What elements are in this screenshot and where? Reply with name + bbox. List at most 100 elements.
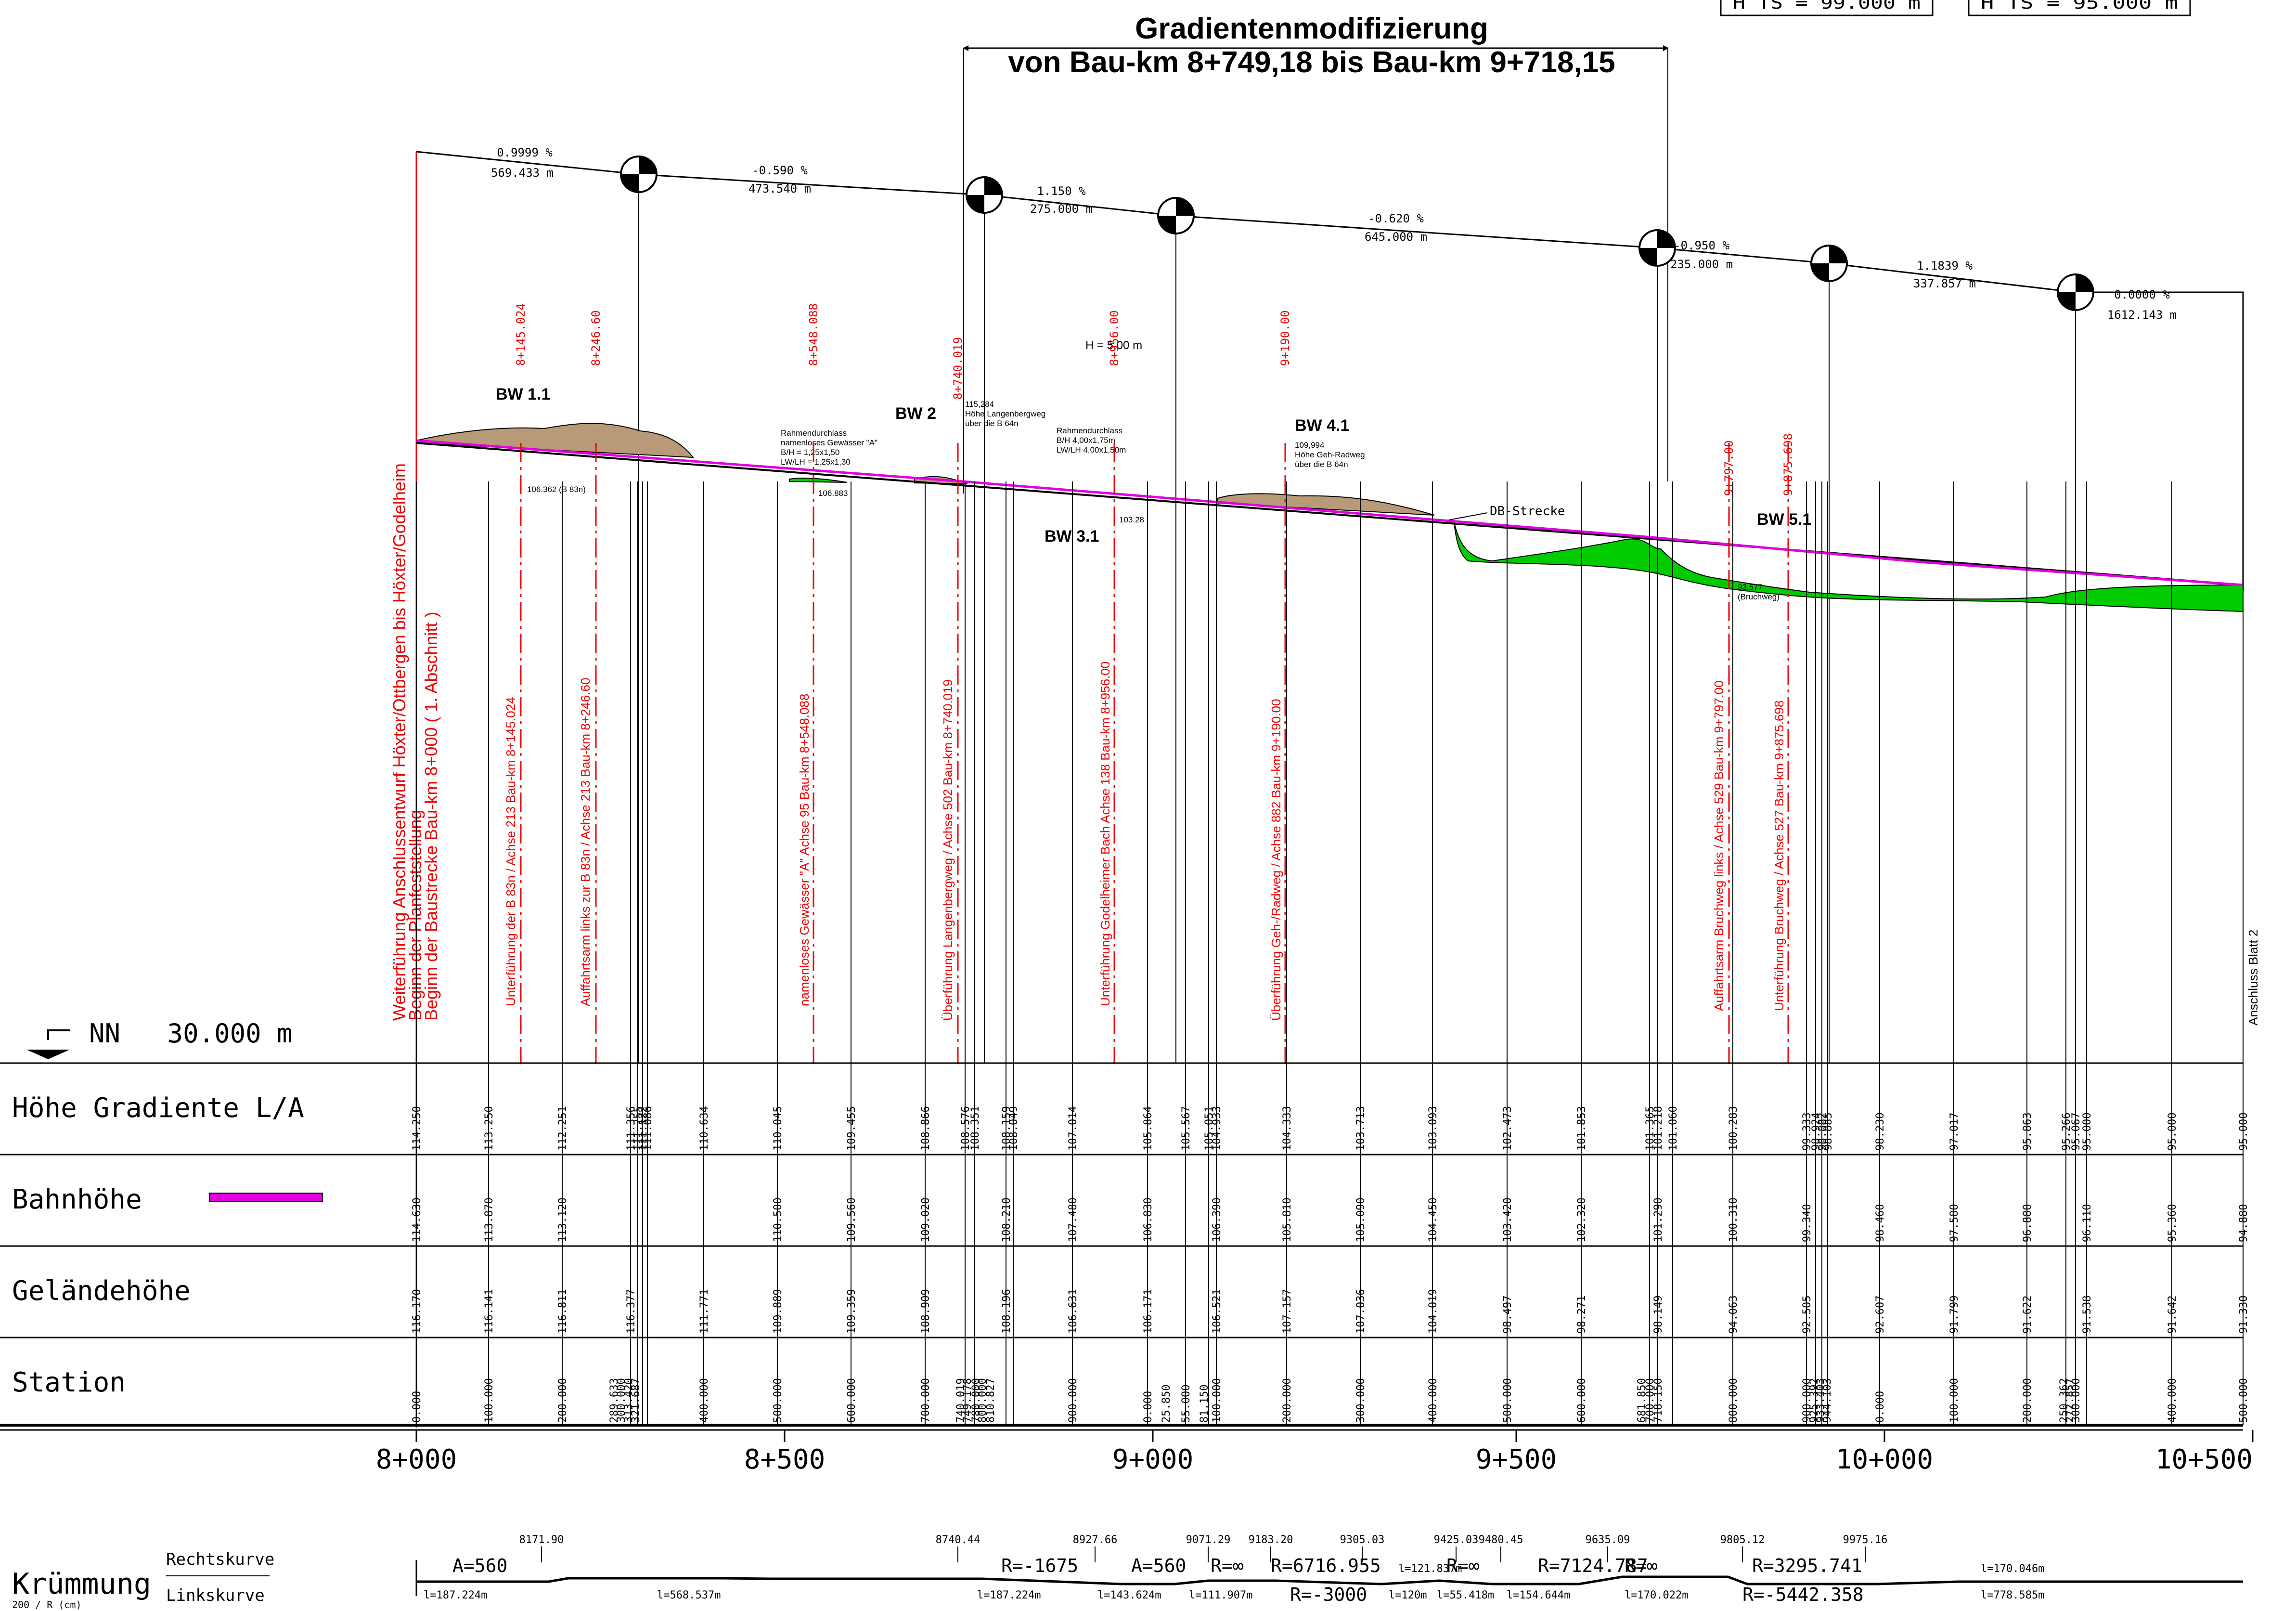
vertical-annotation: Beginn der Baustrecke Bau-km 8+000 ( 1. … bbox=[421, 612, 441, 1021]
curv-station: 9183.20 bbox=[1249, 1534, 1293, 1546]
station-cell: 780.000 bbox=[970, 1378, 982, 1423]
gradient-length: 1612.143 m bbox=[2107, 308, 2177, 322]
hoehe-cell: 109.455 bbox=[846, 1106, 858, 1151]
curv-seg-top: R=6716.955 bbox=[1271, 1555, 1381, 1576]
rail-line bbox=[416, 439, 2244, 586]
hoehe-cell: 108.866 bbox=[920, 1106, 932, 1151]
chainage-tick: 9+500 bbox=[1476, 1444, 1557, 1475]
red-km-label: 9+190.00 bbox=[1278, 310, 1292, 366]
curv-station: 9805.12 bbox=[1720, 1534, 1765, 1546]
hoehe-cell: 104.333 bbox=[1281, 1106, 1293, 1151]
vertical-annotation: namenloses Gewässer "A" Achse 95 Bau-km … bbox=[797, 694, 812, 1006]
hoehe-cell: 103.093 bbox=[1427, 1106, 1439, 1151]
gelaende-cell: 116.170 bbox=[411, 1289, 423, 1334]
curv-seg-top: A=560 bbox=[452, 1555, 507, 1576]
bahn-cell: 114.630 bbox=[411, 1197, 423, 1242]
gradient-length: 337.857 m bbox=[1913, 277, 1976, 290]
station-cell: 200.000 bbox=[2022, 1378, 2034, 1423]
station-cell: 321.687 bbox=[630, 1378, 642, 1423]
gradient-schematic: 0.9999 % 569.433 m -0.590 % 473.540 m 1.150 … bbox=[415, 146, 2244, 1428]
gelaende-cell: 91.538 bbox=[2081, 1296, 2093, 1334]
gelaende-cell: 91.799 bbox=[1948, 1296, 1961, 1334]
svg-text:93.577: 93.577 bbox=[1738, 583, 1763, 592]
top-corner-labels: H TS = 99.000 m H TS = 95.000 m bbox=[1720, 0, 2191, 16]
curv-seg-bottom: l=154.644m bbox=[1507, 1589, 1570, 1601]
hoehe-cell: 105.567 bbox=[1180, 1106, 1192, 1151]
hoehe-cell: 102.473 bbox=[1502, 1106, 1514, 1151]
station-cell: 100.000 bbox=[483, 1378, 495, 1423]
bahn-cell: 99.340 bbox=[1801, 1204, 1813, 1242]
vertical-annotation: Beginn der Planfeststellung bbox=[405, 810, 425, 1021]
row-label-station: Station bbox=[12, 1367, 126, 1398]
curv-seg-bottom: R=-5442.358 bbox=[1742, 1584, 1864, 1605]
curv-station: 9975.16 bbox=[1843, 1534, 1888, 1546]
curv-station: 8740.44 bbox=[936, 1534, 980, 1546]
hoehe-cell: 112.251 bbox=[557, 1106, 569, 1151]
hoehe-cell: 101.218 bbox=[1652, 1106, 1664, 1151]
station-cell: 250.362 bbox=[2058, 1378, 2070, 1423]
station-cell: 500.000 bbox=[1502, 1378, 1514, 1423]
station-cell: 0.000 bbox=[411, 1391, 423, 1423]
bahn-cell: 94.880 bbox=[2238, 1204, 2250, 1242]
hoehe-cell: 111.356 bbox=[625, 1106, 637, 1151]
station-cell: 272.857 bbox=[2064, 1378, 2076, 1423]
bahn-cell: 110.500 bbox=[772, 1197, 784, 1242]
vertical-annotation: Weiterführung Anschlussentwurf Höxter/Ot… bbox=[389, 463, 409, 1021]
gelaende-cell: 108.909 bbox=[920, 1289, 932, 1334]
hoehe-cell: 101.853 bbox=[1576, 1106, 1588, 1151]
gelaende-cell: 91.642 bbox=[2167, 1296, 2179, 1334]
svg-text:über die B 64n: über die B 64n bbox=[1295, 460, 1348, 469]
station-cell: 200.000 bbox=[1281, 1378, 1293, 1423]
station-cell: 700.000 bbox=[1644, 1378, 1656, 1423]
structure-bw4: BW 4.1 bbox=[1295, 416, 1349, 435]
hoehe-cell: 108.576 bbox=[960, 1106, 972, 1151]
station-cell: 400.000 bbox=[698, 1378, 710, 1423]
curv-seg-bottom: l=187.224m bbox=[424, 1589, 487, 1601]
station-cell: 289.633 bbox=[608, 1378, 620, 1423]
svg-text:106.362 (B 83n): 106.362 (B 83n) bbox=[527, 485, 586, 494]
gradient-percent: -0.620 % bbox=[1368, 212, 1424, 225]
station-cell: 600.000 bbox=[1576, 1378, 1588, 1423]
svg-text:(Bruchweg): (Bruchweg) bbox=[1738, 592, 1780, 601]
vertical-annotation: Anschluss Blatt 2 bbox=[2246, 930, 2260, 1026]
gelaende-cell: 98.271 bbox=[1576, 1296, 1588, 1334]
data-table: NN 30.000 m Höhe Gradiente L/A Bahnhöhe … bbox=[0, 481, 2250, 1431]
curv-seg-top: R=7124.787 bbox=[1538, 1555, 1648, 1576]
structure-bw5: BW 5.1 bbox=[1757, 510, 1811, 529]
red-km-label: 8+548.088 bbox=[807, 303, 820, 366]
gelaende-cell: 116.811 bbox=[557, 1289, 569, 1334]
vertical-annotation: Überführung Geh-/Radweg / Achse 882 Bau-… bbox=[1269, 699, 1283, 1021]
gelaende-cell: 104.019 bbox=[1427, 1289, 1439, 1334]
curv-seg-bottom: l=778.585m bbox=[1981, 1589, 2044, 1601]
hoehe-cell: 95.067 bbox=[2070, 1113, 2082, 1151]
gelaende-cell: 109.889 bbox=[772, 1289, 784, 1334]
curv-seg-top: A=560 bbox=[1131, 1555, 1186, 1576]
row-label-hoehe: Höhe Gradiente L/A bbox=[12, 1092, 304, 1124]
structure-bw3: BW 3.1 bbox=[1045, 527, 1099, 546]
bahn-cell: 98.460 bbox=[1874, 1204, 1886, 1242]
station-cell: 100.000 bbox=[1211, 1378, 1223, 1423]
hoehe-cell: 110.634 bbox=[698, 1106, 710, 1151]
station-cell: 600.000 bbox=[846, 1378, 858, 1423]
gelaende-cell: 107.157 bbox=[1281, 1289, 1293, 1334]
hoehe-cell: 111.086 bbox=[642, 1106, 654, 1151]
bahn-cell: 113.120 bbox=[557, 1197, 569, 1242]
svg-text:109,994: 109,994 bbox=[1295, 441, 1324, 450]
station-cell: 0.000 bbox=[1874, 1391, 1886, 1423]
small-notes: Rahmendurchlass namenloses Gewässer "A" … bbox=[527, 339, 1780, 601]
hoehe-cell: 104.933 bbox=[1211, 1106, 1223, 1151]
curv-seg-bottom: l=143.624m bbox=[1097, 1589, 1161, 1601]
gelaende-cell: 92.607 bbox=[1874, 1296, 1886, 1334]
station-cell: 400.000 bbox=[1427, 1378, 1439, 1423]
hoehe-cell: 97.017 bbox=[1948, 1113, 1961, 1151]
svg-text:106.883: 106.883 bbox=[818, 489, 848, 498]
vertical-annotation: Auffahrtsarm links zur B 83n / Achse 213… bbox=[578, 678, 593, 1006]
station-cell: 400.000 bbox=[2167, 1378, 2179, 1423]
svg-text:H = 5,00 m: H = 5,00 m bbox=[1085, 339, 1142, 352]
hoehe-cell: 98.885 bbox=[1822, 1113, 1834, 1151]
vertex-marker-icon bbox=[620, 156, 658, 1063]
bahn-cell: 109.560 bbox=[846, 1197, 858, 1242]
station-cell: 681.850 bbox=[1636, 1378, 1648, 1423]
red-km-label: 8+145.024 bbox=[514, 303, 528, 366]
